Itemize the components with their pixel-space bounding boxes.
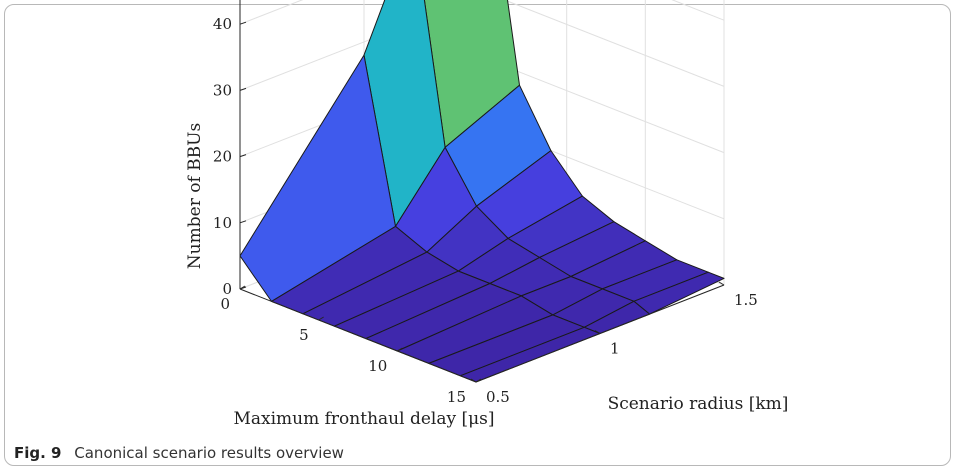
y-tick — [718, 281, 725, 286]
axis-layer: 0 10 20 30 40 0 5 10 15 0.5 1 1.5 — [213, 0, 758, 406]
z-tick — [239, 87, 247, 91]
z-axis-label: Number of BBUs — [185, 123, 205, 269]
z-tick-label: 30 — [213, 81, 232, 99]
z-tick — [239, 220, 247, 224]
x-tick-label: 10 — [368, 357, 387, 375]
y-axis-label: Scenario radius [km] — [608, 394, 789, 414]
x-tick — [397, 347, 403, 352]
x-axis-label: Maximum fronthaul delay [μs] — [233, 409, 494, 429]
y-tick — [594, 330, 601, 334]
y-tick-label: 1 — [610, 340, 620, 358]
x-tick — [318, 316, 324, 321]
y-tick-label: 1.5 — [734, 291, 758, 309]
caption-text: Canonical scenario results overview — [74, 444, 344, 462]
z-tick-label: 40 — [213, 15, 232, 33]
x-tick-label: 15 — [447, 388, 466, 406]
z-tick — [239, 21, 247, 25]
y-tick-label: 0.5 — [486, 388, 510, 406]
caption-label: Fig. 9 — [14, 444, 62, 462]
z-tick-label: 10 — [213, 214, 232, 232]
surface-plot: 0 10 20 30 40 0 5 10 15 0.5 1 1.5 Number of BBUs Ma… — [185, 0, 789, 429]
x-tick — [239, 285, 246, 290]
x-tick-label: 0 — [220, 295, 230, 313]
z-tick-label: 20 — [213, 148, 232, 166]
y-tick — [470, 378, 477, 383]
figure-caption: Fig. 9 Canonical scenario results overvi… — [14, 444, 344, 462]
x-tick-label: 5 — [299, 326, 309, 344]
z-tick — [239, 154, 247, 158]
x-axis-line — [239, 288, 477, 383]
z-tick-label: 0 — [222, 280, 232, 298]
surface-layer — [239, 0, 725, 383]
x-tick — [475, 378, 482, 383]
